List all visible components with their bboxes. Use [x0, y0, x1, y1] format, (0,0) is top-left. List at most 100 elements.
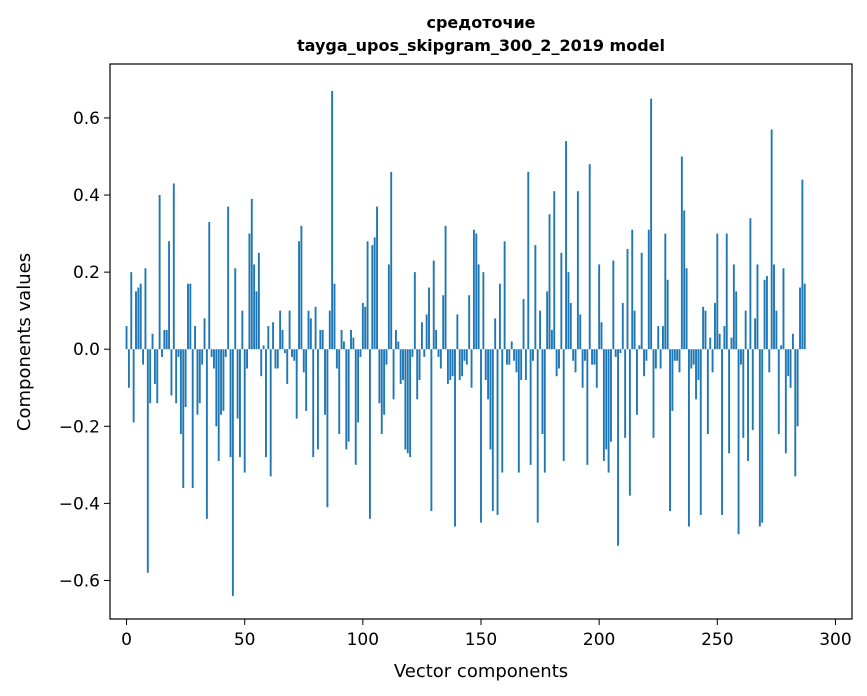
bar-component-110 — [385, 349, 388, 365]
bar-component-82 — [319, 329, 322, 350]
bar-component-286 — [801, 179, 804, 350]
bar-component-63 — [274, 349, 277, 369]
bar-component-62 — [272, 322, 274, 350]
bar-component-268 — [758, 349, 761, 527]
bar-component-124 — [418, 349, 421, 381]
bar-component-214 — [631, 229, 634, 350]
bar-component-74 — [300, 225, 303, 350]
bar-component-95 — [350, 329, 352, 350]
bar-component-193 — [581, 349, 584, 388]
bar-component-115 — [397, 341, 400, 350]
bar-component-238 — [688, 349, 690, 527]
bar-component-123 — [416, 349, 419, 400]
bar-component-132 — [437, 349, 440, 357]
bar-component-210 — [621, 302, 624, 350]
bar-component-168 — [522, 299, 525, 350]
bar-component-0 — [125, 326, 128, 350]
bar-component-70 — [291, 349, 293, 357]
bar-component-230 — [669, 349, 671, 512]
bar-component-26 — [187, 283, 189, 350]
bar-component-135 — [444, 225, 447, 350]
bar-component-127 — [425, 314, 428, 350]
bar-component-194 — [584, 349, 586, 361]
bar-component-68 — [286, 349, 289, 384]
bar-component-24 — [182, 349, 185, 488]
bar-component-187 — [567, 272, 570, 350]
bar-component-5 — [137, 287, 140, 350]
bar-component-83 — [321, 329, 324, 350]
x-axis-ticks: 0 50 100 150 200 250 300 — [121, 619, 852, 650]
bar-component-107 — [378, 349, 381, 404]
bar-component-266 — [754, 318, 757, 350]
bar-component-147 — [472, 229, 475, 350]
bar-component-150 — [480, 349, 482, 523]
bar-component-8 — [144, 268, 147, 350]
bar-component-250 — [716, 233, 719, 350]
bar-component-275 — [775, 310, 778, 350]
bar-component-221 — [647, 229, 650, 350]
bar-component-136 — [446, 349, 449, 384]
bar-component-16 — [163, 329, 166, 350]
bar-component-86 — [328, 310, 331, 350]
bar-component-204 — [607, 349, 610, 473]
bar-component-23 — [179, 349, 182, 434]
y-axis-label: Components values — [14, 253, 35, 431]
bar-component-75 — [302, 349, 305, 373]
bar-component-49 — [241, 310, 244, 350]
bar-component-165 — [515, 349, 518, 373]
bar-component-14 — [158, 195, 161, 350]
bar-component-78 — [309, 318, 312, 350]
bar-component-146 — [470, 349, 473, 388]
bar-component-60 — [267, 326, 270, 350]
bar-component-249 — [714, 302, 716, 350]
bar-component-181 — [553, 191, 556, 350]
bar-component-248 — [711, 349, 714, 373]
bar-component-130 — [432, 260, 435, 350]
bar-component-208 — [617, 349, 619, 546]
bar-component-278 — [782, 268, 785, 350]
bar-component-192 — [579, 314, 582, 350]
bar-component-52 — [248, 233, 251, 350]
bar-component-155 — [491, 349, 494, 512]
bar-component-277 — [780, 345, 783, 350]
bar-component-141 — [458, 349, 461, 381]
bar-component-279 — [784, 349, 787, 454]
bar-component-103 — [368, 349, 371, 519]
bar-component-205 — [610, 349, 612, 442]
bar-component-106 — [376, 206, 378, 350]
bar-component-253 — [723, 326, 726, 350]
bar-component-169 — [524, 349, 527, 381]
bar-component-13 — [156, 349, 159, 404]
bar-component-117 — [402, 349, 404, 381]
bar-component-139 — [454, 349, 456, 527]
bar-component-122 — [413, 272, 416, 350]
bar-component-267 — [756, 264, 759, 350]
bar-component-212 — [626, 249, 629, 350]
bar-component-97 — [354, 349, 357, 465]
bar-component-246 — [706, 349, 709, 434]
bar-component-38 — [215, 349, 218, 427]
bar-component-153 — [487, 349, 490, 400]
bar-component-243 — [699, 349, 702, 515]
x-tick-label: 50 — [234, 630, 256, 650]
bar-component-43 — [227, 206, 230, 350]
bar-component-177 — [543, 349, 546, 473]
bar-component-51 — [246, 349, 248, 369]
bar-component-20 — [172, 183, 175, 350]
bar-component-162 — [508, 349, 511, 365]
y-tick-label: −0.4 — [59, 494, 100, 514]
bar-component-29 — [194, 326, 197, 350]
bar-component-262 — [744, 310, 747, 350]
bar-component-27 — [189, 283, 192, 350]
y-tick-label: −0.6 — [59, 571, 100, 591]
bar-component-101 — [364, 306, 367, 350]
bar-component-287 — [803, 283, 806, 350]
bar-component-33 — [203, 318, 206, 350]
bar-component-116 — [399, 349, 402, 384]
bar-component-203 — [605, 349, 608, 450]
bar-component-35 — [208, 222, 211, 350]
bar-component-234 — [678, 349, 681, 373]
plot-frame — [109, 63, 853, 620]
bar-component-201 — [600, 322, 603, 350]
bar-component-28 — [191, 349, 194, 488]
